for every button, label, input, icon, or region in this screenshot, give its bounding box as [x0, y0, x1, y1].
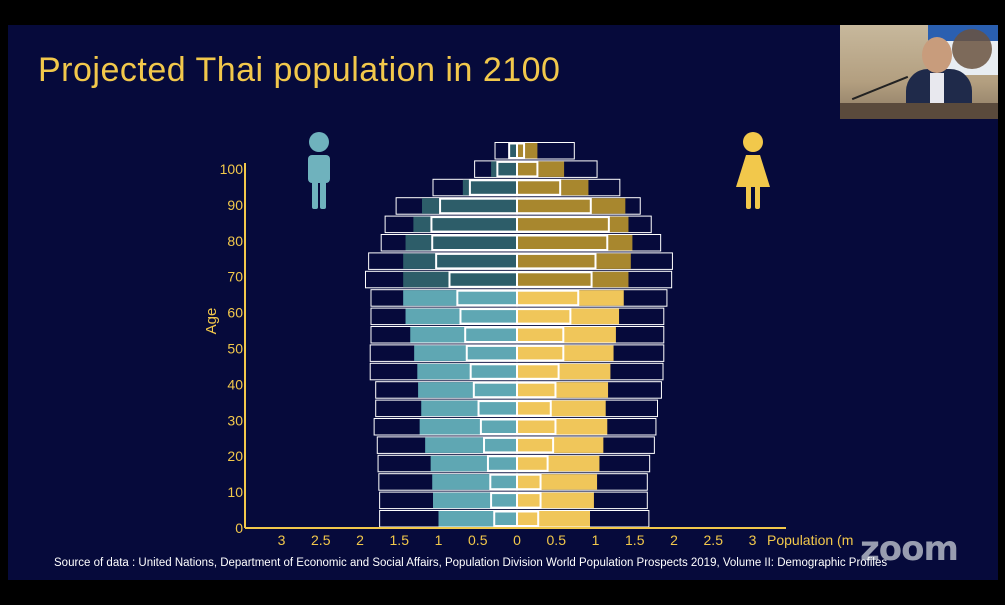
y-tick-label-20: 20 [227, 448, 243, 464]
male-inner-bar-95-99 [496, 160, 518, 178]
x-tick-label-12: 3 [749, 532, 757, 548]
y-tick-label-100: 100 [220, 161, 244, 177]
female-inner-bar-75-79 [516, 234, 609, 251]
slide-title: Projected Thai population in 2100 [38, 51, 561, 89]
x-tick-label-10: 2 [670, 532, 678, 548]
male-inner-bar-5-9 [490, 492, 519, 509]
male-inner-bar-20-24 [483, 436, 518, 454]
source-note: Source of data : United Nations, Departm… [54, 557, 888, 569]
male-person-icon [308, 132, 330, 209]
female-inner-bar-0-4 [516, 510, 540, 527]
axes-group: 0 10 20 30 40 50 60 70 80 90 100 3 2.5 2 1.5 1 0.5 0 0.5 1 1… [203, 161, 853, 548]
x-tick-label-1: 2.5 [311, 532, 331, 548]
female-inner-bar-95-99 [516, 160, 539, 178]
x-tick-label-4: 1 [435, 532, 443, 548]
y-tick-label-10: 10 [227, 484, 243, 500]
x-tick-label-11: 2.5 [704, 532, 724, 548]
x-tick-label-3: 1.5 [390, 532, 410, 548]
x-tick-label-7: 0.5 [547, 532, 567, 548]
x-tick-label-0: 3 [278, 532, 286, 548]
male-inner-bar-65-69 [448, 271, 518, 288]
male-inner-bar-25-29 [479, 418, 519, 435]
x-tick-label-5: 0.5 [468, 532, 488, 548]
y-axis-label: Age [203, 308, 220, 335]
female-inner-bar-85-89 [516, 197, 592, 215]
y-tick-label-60: 60 [227, 305, 243, 321]
female-inner-bar-35-39 [516, 381, 557, 399]
female-inner-bar-30-34 [516, 400, 552, 417]
male-inner-bar-35-39 [472, 381, 519, 399]
male-inner-bar-55-59 [459, 308, 519, 325]
male-inner-bar-50-54 [464, 326, 519, 343]
zoom-watermark: zoom [860, 529, 959, 569]
table-surface [840, 103, 998, 119]
male-inner-bar-0-4 [493, 510, 518, 527]
male-inner-bar-80-84 [430, 216, 518, 233]
y-tick-label-40: 40 [227, 376, 243, 392]
male-inner-bar-85-89 [439, 197, 519, 215]
x-tick-label-8: 1 [592, 532, 600, 548]
x-tick-label-6: 0 [513, 532, 521, 548]
male-inner-bar-40-44 [469, 363, 518, 380]
slide: Projected Thai population in 2100 0 10 20 3… [8, 25, 998, 580]
male-inner-bar-70-74 [435, 252, 518, 270]
y-tick-label-0: 0 [235, 520, 243, 536]
y-tick-label-70: 70 [227, 269, 243, 285]
x-axis-label: Population (m [767, 532, 853, 548]
male-inner-bar-10-14 [489, 473, 518, 491]
male-inner-bar-45-49 [465, 344, 519, 362]
female-inner-bar-55-59 [516, 308, 572, 325]
female-person-icon [736, 132, 770, 209]
female-inner-bar-60-64 [516, 289, 580, 307]
female-inner-bar-50-54 [516, 326, 565, 343]
female-inner-bar-10-14 [516, 473, 542, 491]
bars-group [364, 142, 673, 528]
male-inner-bar-15-19 [486, 455, 518, 472]
male-inner-bar-75-79 [431, 234, 518, 251]
female-inner-bar-25-29 [516, 418, 557, 435]
female-inner-bar-15-19 [516, 455, 549, 472]
male-inner-bar-100+ [508, 142, 518, 159]
x-tick-label-2: 2 [356, 532, 364, 548]
female-inner-bar-5-9 [516, 492, 542, 509]
male-inner-bar-30-34 [477, 400, 519, 417]
female-inner-bar-40-44 [516, 363, 560, 380]
y-tick-label-30: 30 [227, 412, 243, 428]
female-inner-bar-100+ [516, 142, 526, 159]
male-inner-bar-90-94 [468, 179, 518, 196]
female-inner-bar-65-69 [516, 271, 593, 288]
female-inner-bar-90-94 [516, 179, 562, 196]
y-tick-label-50: 50 [227, 341, 243, 357]
y-tick-label-90: 90 [227, 197, 243, 213]
female-inner-bar-20-24 [516, 436, 555, 454]
female-inner-bar-45-49 [516, 344, 565, 362]
female-inner-bar-80-84 [516, 216, 610, 233]
population-pyramid-chart: 0 10 20 30 40 50 60 70 80 90 100 3 2.5 2 1.5 1 0.5 0 0.5 1 1… [203, 132, 853, 548]
x-tick-label-9: 1.5 [625, 532, 645, 548]
y-tick-label-80: 80 [227, 233, 243, 249]
female-inner-bar-70-74 [516, 252, 597, 270]
male-inner-bar-60-64 [456, 289, 518, 307]
background-person [952, 29, 992, 69]
participant-video-thumbnail[interactable] [840, 25, 998, 119]
